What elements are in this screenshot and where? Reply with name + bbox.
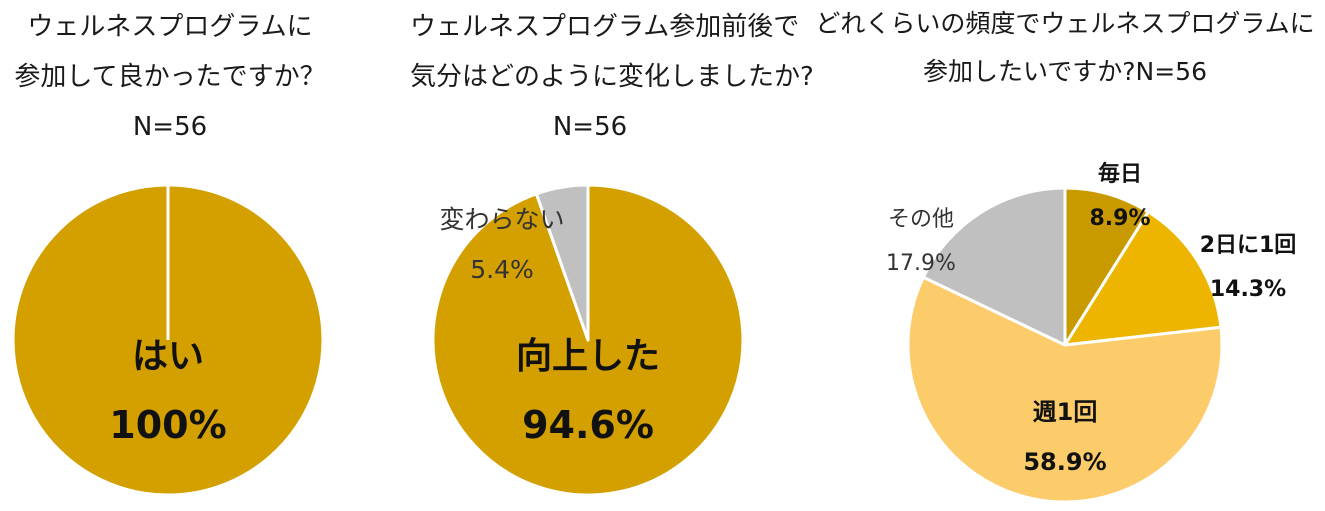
- slice-label-4: その他: [888, 207, 954, 232]
- slice-label-1: 向上した: [516, 336, 660, 377]
- slice-label-1: はい: [132, 336, 204, 377]
- chart-title-1: ウェルネスプログラムに 参加して良かったですか？ N=56: [0, 2, 340, 152]
- slice-value-2: 5.4%: [470, 255, 534, 284]
- slice-value-1: 94.6%: [522, 403, 654, 447]
- pie-slice-2: [1063, 210, 1223, 347]
- chart-panel-1: ウェルネスプログラムに 参加して良かったですか？ N=56 はい 100%: [0, 0, 340, 511]
- chart-title-2: ウェルネスプログラム参加前後で 気分はどのように変化しましたか? N=56: [410, 2, 814, 152]
- slice-value-3: 58.9%: [1023, 448, 1106, 476]
- slice-label-2: 2日に1回: [1200, 233, 1297, 258]
- chart-title-2-line-2: 気分はどのように変化しましたか?: [410, 62, 814, 92]
- slice-value-1: 100%: [109, 403, 226, 447]
- chart-title-3-line-1: どれくらいの頻度でウェルネスプログラムに: [815, 9, 1315, 38]
- pie-slice-4: [921, 186, 1067, 347]
- chart-title-3: どれくらいの頻度でウェルネスプログラムに 参加したいですか?N=56: [815, 0, 1315, 96]
- chart-title-1-line-1: ウェルネスプログラムに: [27, 12, 313, 42]
- pie-slice-3: [906, 275, 1224, 504]
- chart-title-3-line-2: 参加したいですか?N=56: [923, 57, 1207, 86]
- slice-label-1: 毎日: [1098, 162, 1142, 187]
- chart-title-1-line-2: 参加して良かったですか？: [14, 62, 326, 92]
- pie-chart-1: はい 100%: [11, 183, 325, 497]
- chart-title-2-line-3: N=56: [552, 112, 628, 142]
- slice-value-1: 8.9%: [1089, 206, 1150, 231]
- chart-title-2-line-1: ウェルネスプログラム参加前後で: [410, 12, 800, 42]
- pie-chart-3: 毎日 8.9% 2日に1回 14.3% 週1回 58.9% その他 17.9%: [886, 162, 1297, 504]
- pie-chart-2: 向上した 94.6% 変わらない 5.4%: [431, 183, 745, 497]
- slice-label-3: 週1回: [1033, 398, 1098, 426]
- chart-panel-2: ウェルネスプログラム参加前後で 気分はどのように変化しましたか? N=56 向上…: [410, 0, 814, 511]
- slice-value-2: 14.3%: [1210, 277, 1286, 302]
- pie-slice-1: [1063, 186, 1150, 347]
- slice-value-4: 17.9%: [886, 251, 956, 276]
- slice-label-2: 変わらない: [439, 205, 564, 234]
- chart-title-1-line-3: N=56: [132, 112, 208, 142]
- pie-slice-2: [534, 183, 590, 342]
- chart-panel-3: どれくらいの頻度でウェルネスプログラムに 参加したいですか?N=56 毎日 8.9…: [815, 0, 1315, 511]
